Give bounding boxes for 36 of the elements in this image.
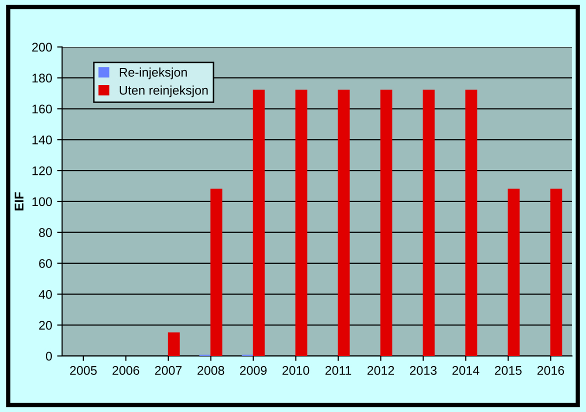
x-tick-label: 2010	[282, 366, 310, 375]
bar	[210, 188, 222, 356]
y-tick-label: 40	[38, 290, 52, 299]
y-tick-label: 180	[32, 74, 52, 83]
y-tick-label: 120	[32, 166, 52, 176]
legend-label: Re-injeksjon	[120, 68, 187, 80]
bar	[508, 188, 520, 356]
y-tick-label: 80	[39, 228, 52, 238]
x-tick-label: 2011	[325, 366, 352, 375]
bar	[550, 188, 562, 356]
y-tick-label: 160	[32, 104, 52, 114]
y-tick-label: 20	[39, 320, 52, 330]
x-tick-label: 2009	[240, 366, 267, 375]
y-tick-label: 100	[32, 197, 52, 206]
x-tick-label: 2007	[155, 366, 182, 375]
x-tick-label: 2014	[452, 366, 480, 375]
bar	[465, 90, 478, 356]
bar	[338, 90, 350, 356]
bar	[252, 90, 265, 356]
bar	[380, 90, 392, 356]
x-tick-label: 2008	[198, 366, 224, 375]
y-tick-label: 60	[39, 259, 52, 268]
bar	[168, 332, 180, 356]
y-tick-label: 200	[32, 42, 52, 52]
y-tick-label: 140	[32, 135, 52, 144]
x-tick-label: 2013	[410, 366, 437, 375]
y-tick-label: 0	[46, 352, 52, 361]
bar	[422, 90, 435, 356]
y-axis-title: EIF	[14, 192, 24, 210]
x-tick-label: 2012	[367, 366, 394, 375]
x-tick-label: 2016	[537, 366, 564, 375]
legend-label: Uten reinjeksjon	[120, 86, 208, 98]
x-tick-label: 2015	[494, 366, 522, 375]
bar	[295, 90, 308, 356]
x-tick-label: 2006	[112, 366, 140, 375]
x-tick-label: 2005	[70, 366, 97, 375]
